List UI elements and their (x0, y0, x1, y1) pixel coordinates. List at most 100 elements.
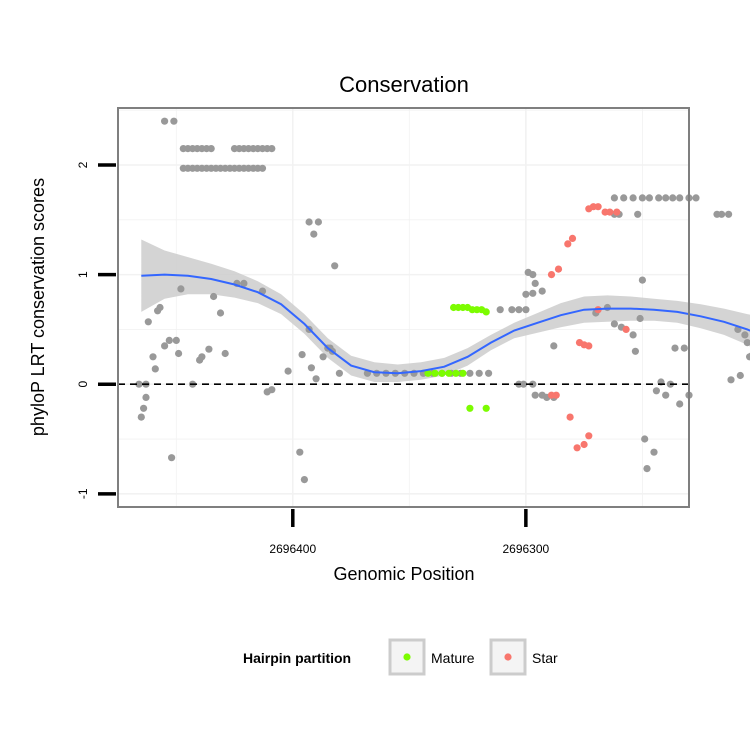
point-other (310, 230, 318, 238)
point-other (140, 404, 148, 412)
data-points (135, 117, 750, 484)
point-mature (431, 369, 439, 377)
point-other (161, 117, 169, 125)
point-other (314, 218, 322, 226)
point-other (718, 210, 726, 218)
y-tick-label: 1 (76, 271, 90, 278)
smooth-line (141, 273, 750, 375)
point-other (662, 194, 670, 202)
point-other (137, 413, 145, 421)
smooth-confidence-band (141, 239, 750, 382)
point-mature (459, 369, 467, 377)
y-axis: -1 0 1 2 (76, 161, 116, 499)
point-other (172, 336, 180, 344)
point-other (669, 194, 677, 202)
point-mature (438, 369, 446, 377)
point-other (210, 292, 218, 301)
point-other (142, 393, 150, 401)
x-tick-label: 2696300 (502, 542, 549, 556)
point-other-upper-row (207, 145, 215, 153)
point-other (156, 303, 164, 312)
point-other (177, 285, 185, 293)
point-other (216, 309, 225, 317)
point-other (268, 145, 276, 153)
point-other (741, 331, 749, 339)
point-star (622, 325, 630, 333)
legend: Hairpin partition Mature Star (243, 638, 558, 676)
point-other (485, 369, 493, 377)
point-other (305, 218, 313, 226)
point-other (300, 476, 308, 484)
legend-dot-mature (403, 653, 411, 661)
chart-title: Conservation (339, 72, 469, 97)
point-other (522, 290, 530, 298)
point-other (284, 367, 292, 375)
point-other (221, 349, 229, 358)
point-other (662, 391, 670, 399)
point-star (566, 413, 574, 421)
point-other (161, 342, 169, 350)
point-other (175, 349, 183, 358)
point-star (552, 391, 560, 399)
y-tick-label: 2 (76, 161, 90, 168)
point-other (636, 314, 644, 323)
point-other (692, 194, 700, 202)
point-other-upper-row (258, 164, 267, 172)
point-other (268, 386, 276, 394)
point-other (307, 364, 315, 372)
smooth-line-layer (141, 273, 750, 375)
point-other (550, 342, 558, 350)
point-other (610, 194, 619, 202)
point-star (580, 440, 588, 449)
point-other (531, 279, 539, 287)
point-other (298, 351, 306, 359)
point-other (135, 380, 143, 388)
legend-label-star: Star (532, 650, 558, 666)
point-other (650, 448, 658, 456)
point-other (725, 210, 733, 218)
point-other (529, 271, 537, 279)
point-other (198, 353, 206, 361)
point-other (149, 353, 157, 361)
point-other (170, 117, 178, 125)
point-other (676, 194, 684, 202)
point-other (335, 369, 343, 377)
point-star (568, 234, 577, 242)
point-other (652, 387, 661, 395)
point-other (629, 331, 637, 339)
point-other (475, 369, 483, 377)
x-axis-title: Genomic Position (333, 564, 474, 584)
point-other (631, 347, 640, 355)
plot-panel (117, 107, 750, 508)
point-other (743, 339, 750, 347)
point-mature (482, 404, 490, 412)
point-other (168, 454, 176, 462)
x-tick-label: 2696400 (269, 542, 316, 556)
point-star (585, 342, 593, 350)
point-star (573, 444, 581, 452)
point-star (585, 432, 593, 440)
point-other (610, 320, 619, 328)
point-other (603, 303, 612, 312)
point-mature (482, 308, 490, 316)
point-other (671, 344, 679, 352)
point-other (240, 279, 248, 287)
point-mature (452, 369, 460, 377)
point-mature (424, 369, 432, 377)
point-other (680, 344, 688, 352)
point-other (519, 380, 528, 388)
x-axis: 2696400 2696300 (269, 509, 550, 556)
point-other (629, 194, 637, 202)
point-star (594, 203, 602, 211)
point-other (496, 306, 504, 314)
point-other (736, 371, 744, 380)
point-other (529, 289, 537, 297)
point-mature (445, 369, 453, 377)
point-other (538, 287, 546, 295)
point-other (641, 435, 649, 443)
legend-entry-mature: Mature (388, 638, 475, 676)
point-other (296, 448, 304, 456)
point-other (205, 345, 213, 353)
point-other (638, 194, 647, 202)
